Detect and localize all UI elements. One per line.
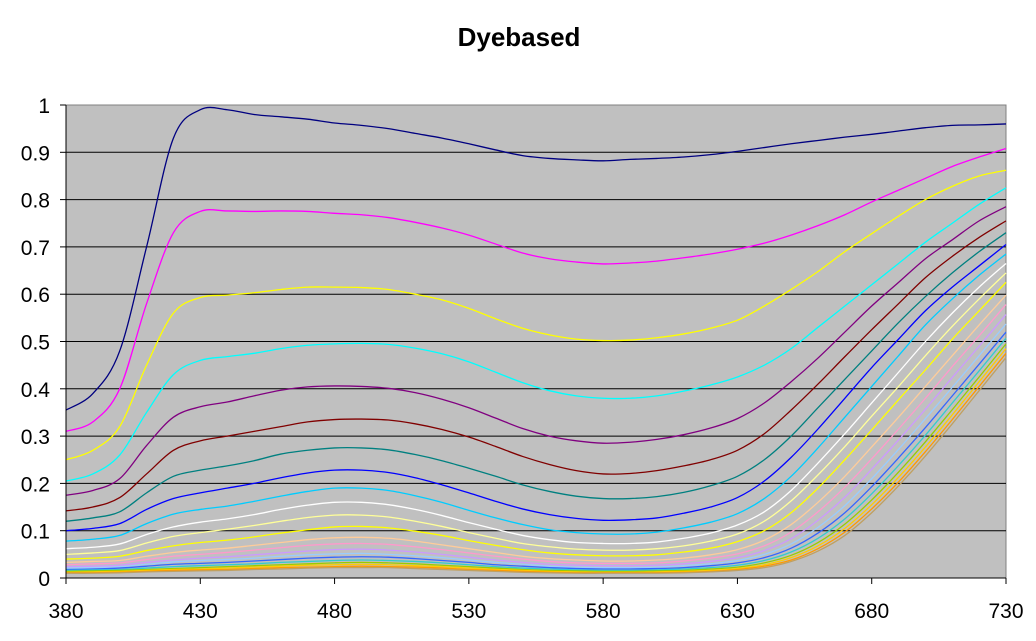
series-line-12: [65, 281, 1007, 560]
series-line-11: [65, 272, 1007, 555]
y-tick-label: 0: [38, 568, 50, 591]
x-tick-label: 430: [183, 600, 218, 623]
y-tick-label: 0.4: [21, 379, 51, 402]
x-tick-label: 480: [317, 600, 352, 623]
y-tick-label: 0.2: [21, 473, 50, 496]
series-line-13: [65, 294, 1007, 564]
x-tick-label: 680: [854, 600, 889, 623]
series-line-16: [65, 323, 1007, 569]
series-line-1: [65, 106, 1007, 411]
series-line-22: [65, 357, 1007, 574]
y-tick-label: 0.9: [21, 142, 50, 165]
series-line-8: [65, 244, 1007, 532]
series-line-17: [65, 331, 1007, 571]
x-tick-label: 730: [988, 600, 1023, 623]
series-line-19: [65, 343, 1007, 573]
y-tick-labels: 0 0.1 0.2 0.3 0.4 0.5 0.6 0.7 0.8 0.9 1: [21, 95, 51, 591]
x-tick-label: 580: [586, 600, 621, 623]
x-tick-label: 530: [451, 600, 486, 623]
series-line-9: [65, 253, 1007, 542]
y-tick-label: 0.6: [21, 284, 50, 307]
y-tick-label: 0.5: [21, 332, 50, 355]
x-tick-label: 380: [48, 600, 83, 623]
series-line-5: [65, 206, 1007, 496]
series-line-18: [65, 337, 1007, 572]
series-line-21: [65, 352, 1007, 574]
series-line-15: [65, 314, 1007, 568]
y-tick-label: 0.8: [21, 190, 50, 213]
series-line-10: [65, 262, 1007, 550]
x-tick-labels: 380 430 480 530 580 630 680 730: [48, 600, 1023, 623]
y-tick-label: 0.1: [21, 521, 50, 544]
chart-title: Dyebased: [458, 22, 581, 52]
series-line-6: [65, 220, 1007, 512]
series-group: [65, 106, 1007, 574]
y-tick-label: 1: [38, 95, 50, 118]
gridlines: [66, 151, 1006, 532]
series-line-20: [65, 348, 1007, 574]
series-line-3: [65, 169, 1007, 461]
axes: [60, 104, 1007, 584]
series-line-2: [65, 147, 1007, 432]
series-line-14: [65, 304, 1007, 566]
y-tick-label: 0.7: [21, 237, 50, 260]
series-line-7: [65, 232, 1007, 522]
x-tick-label: 630: [720, 600, 755, 623]
y-tick-label: 0.3: [21, 426, 50, 449]
series-line-4: [65, 187, 1007, 482]
